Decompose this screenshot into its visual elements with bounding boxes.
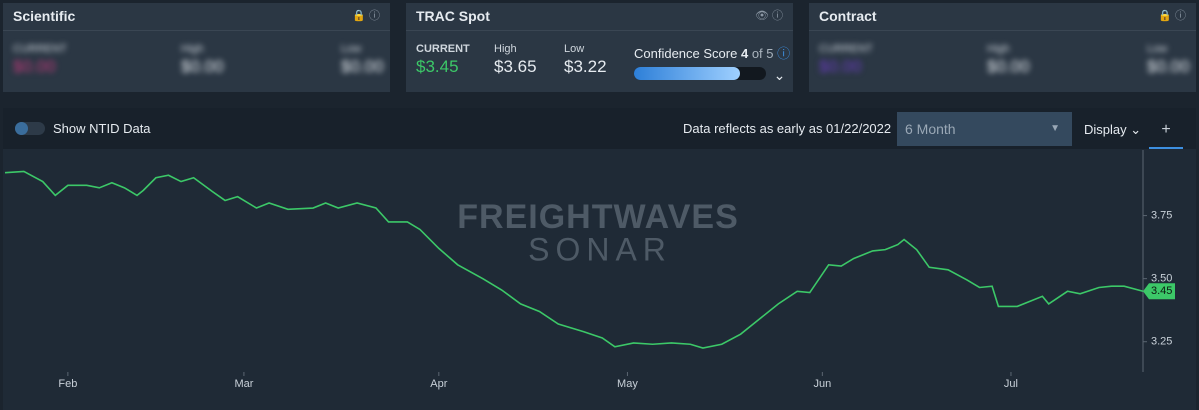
label: Low — [1147, 43, 1168, 55]
last-value-badge — [1143, 283, 1175, 300]
card: Scientific 🔒 ⓘ CURRENT $0.00 High $0.00 Low… — [3, 3, 390, 92]
title: Scientific — [13, 8, 76, 24]
label: CURRENT — [13, 43, 67, 55]
card-title: TRAC Spot 👁 ⓘ — [406, 3, 793, 31]
crosshair-button[interactable]: + — [1149, 114, 1183, 149]
title: TRAC Spot — [416, 8, 490, 24]
label: CURRENT — [416, 43, 470, 55]
x-tick-label: Apr — [430, 378, 447, 390]
value: $0.00 — [341, 57, 384, 76]
icons[interactable]: 🔒 ⓘ — [352, 10, 380, 22]
chart: FREIGHTWAVES SONAR 3.25 3.50 3.75 Feb Mar Apr… — [4, 150, 1175, 390]
label: Confidence Score — [634, 46, 738, 61]
label: CURRENT — [819, 43, 873, 55]
y-tick-label: 3.50 — [1151, 273, 1172, 285]
card-title: Scientific 🔒 ⓘ — [3, 3, 390, 31]
x-tick-label: Mar — [234, 378, 253, 390]
x-tick-label: May — [617, 378, 638, 390]
icons[interactable]: 👁 ⓘ — [754, 10, 783, 22]
toolbar: Show NTID Data Data reflects as early as… — [3, 108, 1196, 149]
y-tick-label: 3.25 — [1151, 336, 1172, 348]
label: High — [181, 43, 204, 55]
value: $0.00 — [13, 57, 56, 76]
label: of — [751, 46, 763, 61]
value: $3.45 — [416, 57, 459, 76]
card: TRAC Spot 👁 ⓘ CURRENT $3.45 High $3.65 Low $… — [406, 3, 793, 92]
line — [4, 170, 1144, 349]
watermark-product: SONAR — [528, 231, 672, 267]
title: Contract — [819, 8, 877, 24]
card: Contract 🔒 ⓘ CURRENT $0.00 High $0.00 Low $0… — [809, 3, 1196, 92]
confidence-track — [634, 67, 766, 80]
display-menu[interactable]: Display ⌄ — [1084, 122, 1142, 137]
confidence: Confidence Score 4 of 5 ⓘ ⌄ — [634, 46, 791, 83]
card-title: Contract 🔒 ⓘ — [809, 3, 1196, 31]
value: $3.65 — [494, 57, 537, 76]
value: 4 — [740, 46, 749, 61]
value: $0.00 — [1147, 57, 1190, 76]
x-tick-label: Jul — [1004, 378, 1018, 390]
y-tick-label: 3.75 — [1151, 209, 1172, 221]
label: High — [494, 43, 517, 55]
label: Low — [341, 43, 362, 55]
value: $0.00 — [987, 57, 1030, 76]
toggle[interactable] — [15, 122, 45, 135]
icons[interactable]: 🔒 ⓘ — [1158, 10, 1186, 22]
last-value-label: 3.45 — [1151, 285, 1172, 297]
range: 6 Month — [905, 121, 956, 137]
toggle-label: Show NTID Data — [53, 121, 151, 136]
data-note: Data reflects as early as 01/22/2022 — [683, 121, 892, 136]
value: $0.00 — [819, 57, 862, 76]
chart-panel: Show NTID Data Data reflects as early as… — [3, 108, 1196, 410]
expand[interactable]: ⌄ — [773, 67, 786, 83]
confidence-bar — [634, 67, 740, 80]
display: Display — [1084, 122, 1127, 137]
value: 5 — [766, 46, 774, 61]
value: $0.00 — [181, 57, 224, 76]
value: $3.22 — [564, 57, 607, 76]
x-tick-label: Feb — [58, 378, 77, 390]
label: High — [987, 43, 1010, 55]
x-tick-label: Jun — [813, 378, 831, 390]
watermark-brand: FREIGHTWAVES — [457, 198, 739, 236]
range-select[interactable]: 6 Month ▼ — [897, 112, 1072, 146]
label: Low — [564, 43, 585, 55]
